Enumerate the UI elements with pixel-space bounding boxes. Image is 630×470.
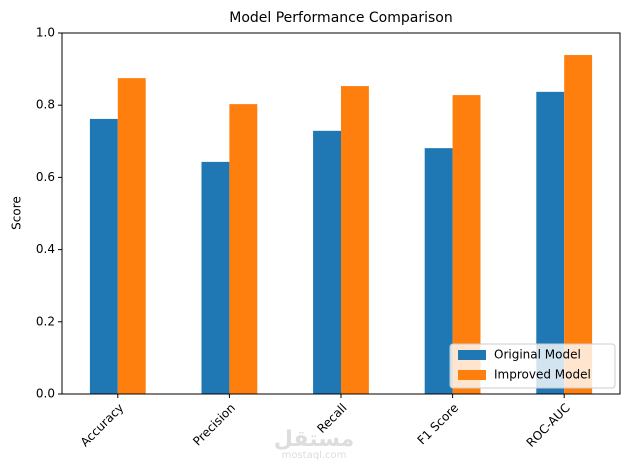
watermark-url: mostaql.com [282,450,347,461]
bar [424,148,453,394]
y-axis-label: Score [10,196,24,230]
plot-frame [61,32,621,395]
bar [89,118,118,394]
legend-label: Original Model [494,348,581,362]
bar [117,78,146,394]
y-tick-label: 0.2 [36,314,55,328]
bar [313,130,341,394]
bar [201,161,230,394]
chart-title: Model Performance Comparison [229,10,452,26]
watermark: مستقل [274,427,354,452]
y-tick-label: 0.6 [36,170,55,184]
y-tick-label: 0.0 [36,387,55,401]
legend-swatch [458,350,486,360]
bar [229,104,258,394]
bar [564,55,593,395]
legend-swatch [458,370,486,380]
legend-box [449,343,616,389]
y-tick-label: 1.0 [36,26,55,40]
y-tick-label: 0.8 [36,98,55,112]
y-tick-label: 0.4 [36,242,55,256]
bar [341,86,369,394]
legend-label: Improved Model [494,368,591,382]
